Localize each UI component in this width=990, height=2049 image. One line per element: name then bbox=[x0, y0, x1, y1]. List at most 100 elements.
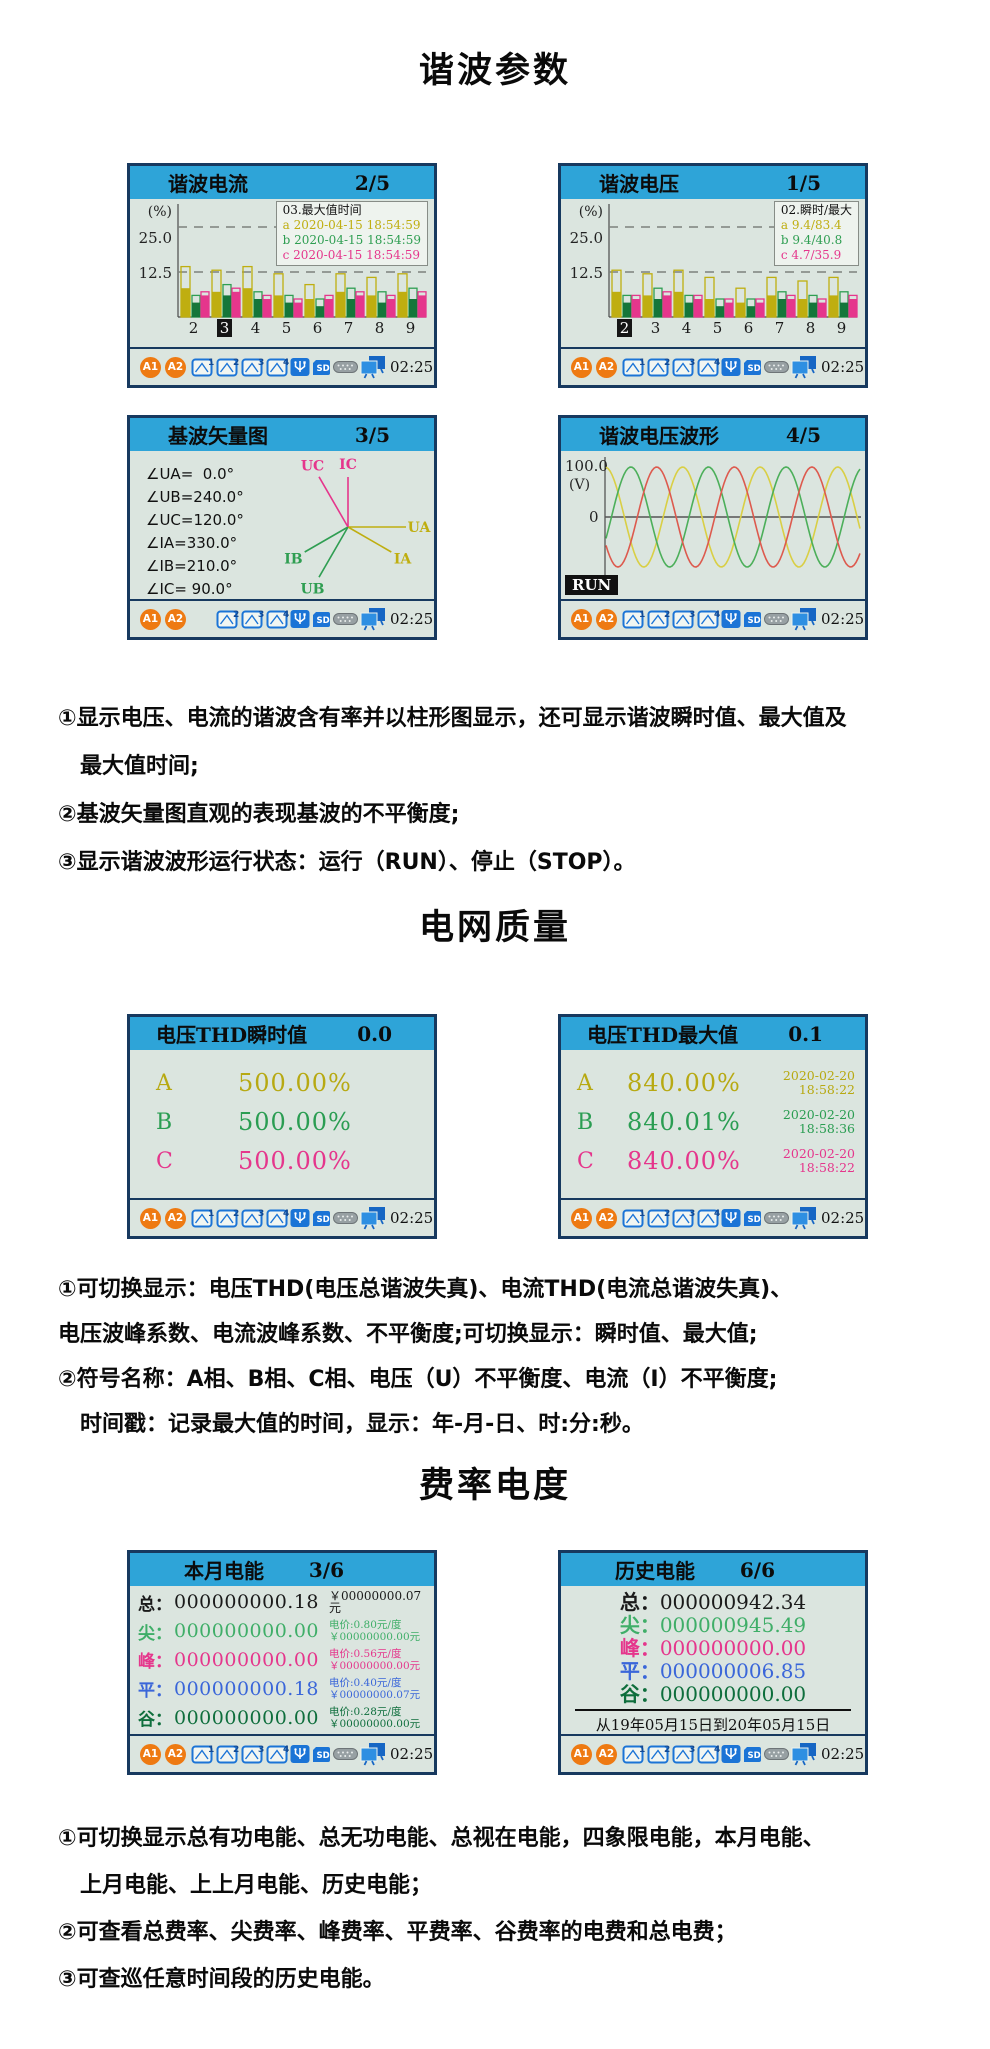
clock-text: 02:25 bbox=[390, 1209, 434, 1227]
sd-card-icon: SD bbox=[744, 611, 761, 627]
bar-plot: (%) 25.0 12.5 bbox=[139, 204, 427, 318]
svg-text:1: 1 bbox=[639, 358, 645, 368]
screen-title: 谐波电压波形 bbox=[599, 424, 719, 448]
x-label: 8 bbox=[805, 319, 816, 337]
table-row: 峰： 000000000.00 bbox=[561, 1637, 865, 1660]
svg-text:(V): (V) bbox=[569, 477, 590, 493]
a2-badge: A2 bbox=[596, 1207, 617, 1229]
energy-value: 000000000.18 bbox=[174, 1591, 320, 1614]
serial-port-icon bbox=[764, 1211, 789, 1224]
screen-title: 电压THD最大值 bbox=[587, 1023, 739, 1047]
peripheral-icons: SD 02:25 bbox=[290, 607, 433, 631]
sd-card-icon: SD bbox=[313, 1210, 330, 1226]
run-status-badge: RUN bbox=[565, 575, 619, 595]
serial-port-icon bbox=[333, 360, 358, 373]
screen-harmonic-current: 谐波电流 2/5 (%) 25.0 12.5 2 3 4 5 6 7 8 9 03.最大值时间 a 20… bbox=[127, 163, 437, 388]
peripheral-icons: SD 02:25 bbox=[721, 1742, 864, 1766]
status-bar: A1 A2 1 2 3 4 SD 02:25 bbox=[130, 347, 434, 385]
svg-text:2: 2 bbox=[233, 1209, 239, 1219]
screen-title: 历史电能 bbox=[615, 1559, 695, 1583]
svg-text:(%): (%) bbox=[148, 204, 172, 220]
svg-text:SD: SD bbox=[748, 1751, 761, 1761]
screen-title: 谐波电压 bbox=[599, 172, 679, 196]
svg-text:100.0: 100.0 bbox=[565, 457, 608, 475]
a1-badge: A1 bbox=[140, 1743, 161, 1765]
energy-value: 000000000.18 bbox=[174, 1677, 320, 1700]
tooltip-row: b 2020-04-15 18:54:59 bbox=[282, 233, 421, 247]
thd-instant-table: A 500.00% B 500.00% C 500.00% bbox=[130, 1050, 434, 1198]
status-bar: A1 A2 1 2 3 4 SD 02:25 bbox=[561, 1734, 865, 1772]
date-range: 从19年05月15日到20年05月15日 bbox=[595, 1716, 831, 1734]
rate-label: 尖： bbox=[138, 1623, 172, 1644]
clock-text: 02:25 bbox=[821, 1745, 865, 1763]
table-row: C 500.00% bbox=[156, 1147, 424, 1175]
thd-value: 500.00% bbox=[238, 1147, 352, 1175]
table-row: A 840.00% 2020-02-20 18:58:22 bbox=[577, 1068, 855, 1098]
sd-card-icon: SD bbox=[744, 359, 761, 375]
screen-history-energy: 历史电能 6/6 总： 000000942.34 尖： 000000945.49… bbox=[558, 1550, 868, 1775]
vector-plot: UA UB UC IA IB IC bbox=[284, 457, 432, 598]
notes-tariff: ①可切换显示总有功电能、总无功电能、总视在电能，四象限电能，本月电能、 上月电能… bbox=[58, 1826, 825, 1992]
peripheral-icons: SD 02:25 bbox=[290, 355, 433, 379]
svg-text:SD: SD bbox=[317, 1215, 330, 1225]
svg-text:2: 2 bbox=[233, 1745, 239, 1755]
monitor-icon bbox=[791, 1207, 816, 1230]
meter-icons: 1 2 3 4 bbox=[621, 356, 721, 378]
meter-icons: 1 2 3 4 bbox=[621, 1743, 721, 1765]
svg-text:1: 1 bbox=[639, 1745, 645, 1755]
phase-label: B bbox=[577, 1109, 594, 1135]
x-label: 5 bbox=[281, 319, 292, 337]
max-timestamp: 2020-02-20 18:58:22 bbox=[782, 1068, 855, 1097]
meter-icon: 3 bbox=[241, 1745, 264, 1764]
vector-label: IA bbox=[394, 552, 413, 568]
meter-icon: 4 bbox=[266, 1745, 289, 1764]
a2-badge: A2 bbox=[596, 608, 617, 630]
meter-icon: 4 bbox=[266, 1209, 289, 1228]
rate-label: 峰： bbox=[138, 1652, 172, 1673]
page-indicator: 4/5 bbox=[785, 422, 821, 447]
phase-label: C bbox=[577, 1148, 594, 1174]
svg-text:3: 3 bbox=[689, 610, 695, 620]
svg-text:2: 2 bbox=[233, 610, 239, 620]
usb-icon bbox=[290, 1209, 310, 1227]
a1-badge: A1 bbox=[140, 356, 161, 378]
svg-text:4: 4 bbox=[283, 1745, 289, 1755]
svg-text:1: 1 bbox=[208, 1745, 214, 1755]
monitor-icon bbox=[791, 1743, 816, 1766]
meter-icon: 1 bbox=[622, 1745, 645, 1764]
a2-badge: A2 bbox=[165, 608, 186, 630]
meter-icon: 3 bbox=[672, 1209, 695, 1228]
table-row: 峰： 000000000.00 电价:0.56元/度 ￥00000000.00元 bbox=[138, 1646, 428, 1675]
sd-card-icon: SD bbox=[313, 611, 330, 627]
page-indicator: 3/6 bbox=[308, 1557, 344, 1582]
thd-value: 840.01% bbox=[627, 1108, 741, 1136]
svg-text:3: 3 bbox=[258, 610, 264, 620]
svg-text:(%): (%) bbox=[579, 204, 603, 220]
meter-icon: 3 bbox=[241, 1209, 264, 1228]
table-row: 平： 000000006.85 bbox=[561, 1660, 865, 1683]
a2-badge: A2 bbox=[165, 1743, 186, 1765]
titlebar: 谐波电压波形 4/5 bbox=[561, 418, 865, 451]
status-bar: A1 A2 1 2 3 4 SD 02:25 bbox=[561, 1198, 865, 1236]
screen-voltage-waveform: 谐波电压波形 4/5 100.0 (V) 0 RUN A1 A2 1 2 3 4 SD 02:25 bbox=[558, 415, 868, 640]
status-bar: A1 A2 1 2 3 4 SD 02:25 bbox=[561, 347, 865, 385]
clock-text: 02:25 bbox=[390, 1745, 434, 1763]
cost-info: 电价:0.28元/度 ￥00000000.00元 bbox=[329, 1705, 421, 1730]
section-title-grid-quality: 电网质量 bbox=[418, 908, 571, 948]
vector-label: UA bbox=[408, 520, 432, 536]
meter-icons: 2 3 4 bbox=[190, 608, 290, 630]
screen-title: 谐波电流 bbox=[168, 172, 248, 196]
svg-text:2: 2 bbox=[664, 610, 670, 620]
clock-text: 02:25 bbox=[821, 1209, 865, 1227]
titlebar: 历史电能 6/6 bbox=[561, 1553, 865, 1586]
svg-text:25.0: 25.0 bbox=[570, 229, 603, 247]
svg-text:3: 3 bbox=[258, 358, 264, 368]
value-tooltip: 03.最大值时间 a 2020-04-15 18:54:59 b 2020-04-1… bbox=[275, 201, 428, 266]
screens-row-1: 谐波电流 2/5 (%) 25.0 12.5 2 3 4 5 6 7 8 9 03.最大值时间 a 20… bbox=[0, 163, 990, 388]
svg-text:1: 1 bbox=[208, 1209, 214, 1219]
tooltip-header: 03.最大值时间 bbox=[282, 203, 362, 217]
svg-text:2: 2 bbox=[664, 1745, 670, 1755]
notes-harmonics: ①显示电压、电流的谐波含有率并以柱形图显示，还可显示谐波瞬时值、最大值及 最大值… bbox=[58, 706, 847, 875]
peripheral-icons: SD 02:25 bbox=[721, 355, 864, 379]
